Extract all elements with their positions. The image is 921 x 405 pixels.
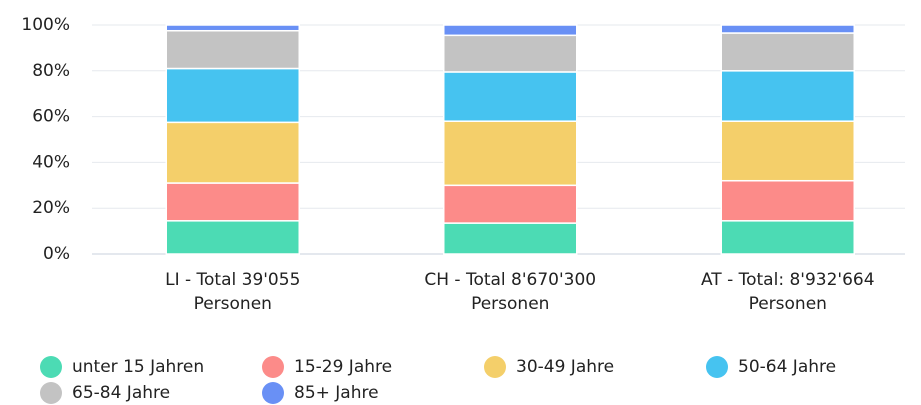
- x-tick-label: AT - Total: 8'932'664 Personen: [700, 270, 875, 314]
- bar-segment: [720, 120, 855, 182]
- legend-swatch: [40, 382, 62, 404]
- bar-segment: [165, 121, 300, 184]
- y-tick-label: 100%: [21, 15, 70, 35]
- legend-swatch: [484, 356, 506, 378]
- legend-item: unter 15 Jahren: [40, 354, 262, 380]
- bar-segment: [443, 222, 578, 255]
- bar-segment: [443, 24, 578, 37]
- y-tick-label: 80%: [32, 61, 70, 81]
- legend-label: 85+ Jahre: [294, 383, 379, 403]
- bar-segment: [443, 71, 578, 122]
- y-tick-label: 0%: [43, 244, 70, 264]
- bar-segment: [443, 34, 578, 73]
- legend-item: 65-84 Jahre: [40, 380, 262, 405]
- legend: unter 15 Jahren 15-29 Jahre 30-49 Jahre 50-…: [40, 354, 921, 405]
- bar-segment: [720, 179, 855, 222]
- legend-item: 50-64 Jahre: [706, 354, 921, 380]
- y-tick-label: 40%: [32, 152, 70, 172]
- legend-item: 30-49 Jahre: [484, 354, 706, 380]
- legend-label: 50-64 Jahre: [738, 357, 837, 377]
- bar-segment: [443, 184, 578, 224]
- legend-swatch: [706, 356, 728, 378]
- legend-label: unter 15 Jahren: [72, 357, 205, 377]
- chart: 0% 20% 40% 60% 80% 100%: [21, 15, 905, 264]
- bar-segment: [165, 182, 300, 222]
- bar-segment: [165, 24, 300, 32]
- y-tick-label: 20%: [32, 198, 70, 218]
- legend-label: 65-84 Jahre: [72, 383, 171, 403]
- bar-segment: [165, 29, 300, 70]
- bar-segment: [720, 32, 855, 72]
- legend-label: 30-49 Jahre: [516, 357, 615, 377]
- legend-swatch: [40, 356, 62, 378]
- bar-segment: [443, 120, 578, 187]
- legend-label: 15-29 Jahre: [294, 357, 393, 377]
- legend-swatch: [262, 356, 284, 378]
- legend-item: 85+ Jahre: [262, 380, 484, 405]
- bar-segment: [165, 220, 300, 255]
- legend-item: 15-29 Jahre: [262, 354, 484, 380]
- bar-segment: [720, 70, 855, 122]
- x-tick-label: LI - Total 39'055 Personen: [165, 270, 301, 314]
- x-tick-label: CH - Total 8'670'300 Personen: [424, 270, 597, 314]
- bar-segment: [165, 67, 300, 124]
- y-tick-label: 60%: [32, 107, 70, 127]
- legend-swatch: [262, 382, 284, 404]
- bar-segment: [720, 24, 855, 34]
- bar-segment: [720, 220, 855, 255]
